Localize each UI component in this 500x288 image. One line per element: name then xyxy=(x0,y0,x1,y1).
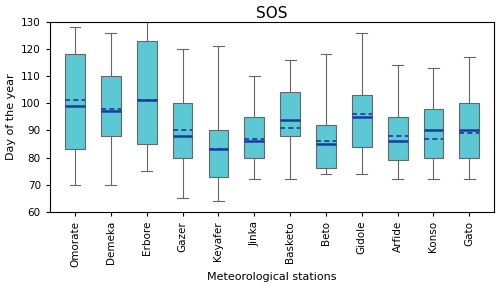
Bar xyxy=(316,125,336,168)
Bar xyxy=(101,76,120,136)
Bar xyxy=(244,117,264,158)
Bar xyxy=(137,41,156,144)
Bar xyxy=(172,103,193,158)
X-axis label: Meteorological stations: Meteorological stations xyxy=(208,272,337,283)
Bar xyxy=(280,92,300,136)
Title: SOS: SOS xyxy=(256,5,288,20)
Bar xyxy=(352,95,372,147)
Bar xyxy=(208,130,228,177)
Bar xyxy=(424,109,444,158)
Bar xyxy=(388,117,407,160)
Bar xyxy=(460,103,479,158)
Y-axis label: Day of the year: Day of the year xyxy=(6,73,16,160)
Bar xyxy=(65,54,85,149)
